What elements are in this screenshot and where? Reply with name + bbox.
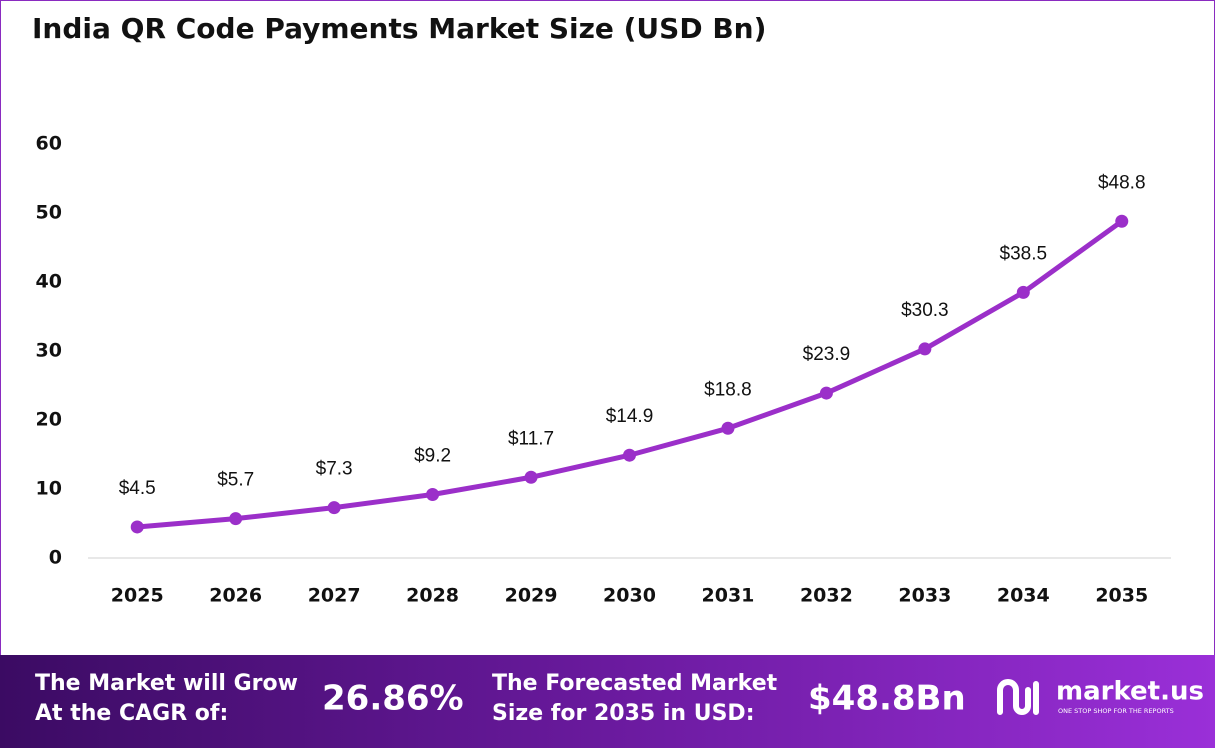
y-tick-label: 50 bbox=[36, 202, 62, 224]
y-tick-label: 10 bbox=[36, 478, 62, 500]
point bbox=[918, 342, 932, 356]
footer: The Market will Grow At the CAGR of: 26.… bbox=[35, 671, 1204, 726]
point bbox=[229, 512, 243, 526]
logo bbox=[997, 679, 1039, 715]
x-tick-label: 2029 bbox=[505, 585, 558, 607]
x-tick-label: 2033 bbox=[898, 585, 951, 607]
data-label: $38.5 bbox=[1000, 243, 1048, 264]
brand: market.us bbox=[1056, 677, 1204, 707]
point bbox=[1016, 285, 1030, 299]
x-tick-label: 2035 bbox=[1095, 585, 1148, 607]
data-label: $4.5 bbox=[119, 478, 156, 499]
point bbox=[426, 488, 440, 502]
footer-text: The Forecasted Market bbox=[492, 671, 778, 696]
point bbox=[819, 386, 833, 400]
data-label: $30.3 bbox=[901, 300, 949, 321]
y-tick-label: 30 bbox=[36, 340, 62, 362]
data-label: $14.9 bbox=[606, 406, 654, 427]
data-label: $7.3 bbox=[316, 459, 353, 480]
data-label: $9.2 bbox=[414, 446, 451, 467]
y-tick-label: 40 bbox=[36, 271, 62, 293]
data-label: $48.8 bbox=[1098, 172, 1146, 193]
point bbox=[623, 448, 636, 462]
x-tick-label: 2025 bbox=[111, 585, 164, 607]
point bbox=[721, 421, 735, 435]
x-tick-label: 2031 bbox=[702, 585, 755, 607]
footer-text: Size for 2035 in USD: bbox=[492, 701, 755, 726]
x-tick-label: 2028 bbox=[406, 585, 459, 607]
x-tick-label: 2026 bbox=[209, 585, 262, 607]
data-label: $23.9 bbox=[803, 344, 851, 365]
tagline: ONE STOP SHOP FOR THE REPORTS bbox=[1058, 707, 1174, 715]
footer-banner bbox=[0, 655, 1215, 748]
point bbox=[1115, 214, 1129, 228]
point bbox=[524, 470, 538, 484]
y-tick-label: 20 bbox=[36, 409, 62, 431]
y-tick-label: 60 bbox=[36, 133, 62, 155]
chart-title: India QR Code Payments Market Size (USD … bbox=[32, 12, 766, 45]
point bbox=[130, 520, 144, 534]
y-tick-label: 0 bbox=[49, 547, 62, 569]
footer-value: 26.86% bbox=[322, 679, 464, 719]
data-label: $5.7 bbox=[217, 470, 254, 491]
x-tick-label: 2030 bbox=[603, 585, 656, 607]
data-label: $11.7 bbox=[508, 428, 554, 449]
footer-text: At the CAGR of: bbox=[35, 701, 228, 726]
x-tick-label: 2027 bbox=[308, 585, 361, 607]
data-label: $18.8 bbox=[704, 379, 752, 400]
x-tick-label: 2032 bbox=[800, 585, 853, 607]
point bbox=[327, 501, 341, 515]
x-tick-label: 2034 bbox=[997, 585, 1050, 607]
footer-value: $48.8Bn bbox=[808, 679, 966, 719]
footer-text: The Market will Grow bbox=[35, 671, 298, 696]
